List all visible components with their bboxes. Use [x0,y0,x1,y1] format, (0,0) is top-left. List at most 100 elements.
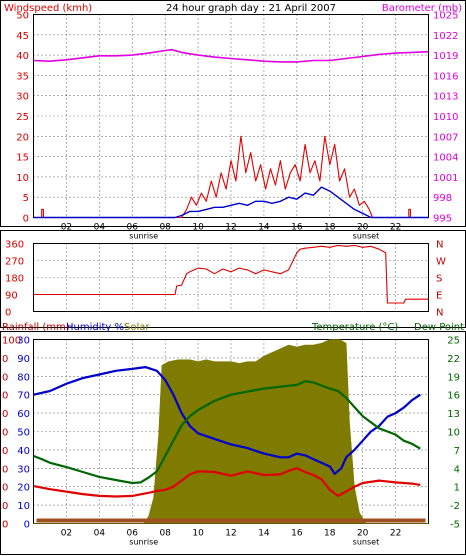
hour-tick-label: 20 [357,223,369,233]
baro-tick-label: 1004 [433,153,458,164]
direction-tick-label: 0 [5,308,11,319]
wind-average-line [33,186,429,219]
rain-tick-label: 0 [2,372,8,383]
compass-label: E [436,291,442,302]
hour-tick-label: 02 [61,223,72,233]
baro-tick-label: 1010 [433,112,458,123]
direction-tick-label: 360 [5,240,24,251]
wind-tick-label: 10 [16,173,29,184]
temperature-tick-label: -5 [450,520,460,531]
baro-tick-label: 1019 [433,51,458,62]
solar-axis-label: Solar [124,322,150,333]
temperature-tick-label: -2 [450,501,460,512]
rain-tick-label: 0 [2,354,8,365]
humidity-tick-label: 30 [17,336,30,347]
hour-tick-label: 16 [291,529,303,539]
top-panel-frame [0,0,466,227]
temperature-tick-label: 13 [447,409,460,420]
dewpoint-axis-label: Dew Point [414,322,464,333]
dewpoint-line [33,467,421,498]
hour-tick-label: 22 [390,223,401,233]
direction-tick-label: 270 [5,257,24,268]
baro-tick-label: 1025 [433,11,458,22]
rain-tick-label: 0 [2,409,8,420]
temperature-tick-label: 19 [447,372,460,383]
temperature-tick-label: 4 [454,464,460,475]
wind-tick-label: 20 [16,132,29,143]
baro-tick-label: 995 [433,214,452,225]
sunset-label: sunset [353,538,380,547]
temperature-tick-label: 22 [447,354,460,365]
baro-tick-label: 1016 [433,71,458,82]
wind-tick-label: 40 [16,51,29,62]
humidity-tick-label: 10 [17,501,30,512]
compass-label: W [436,257,446,268]
temperature-tick-label: 7 [454,446,460,457]
sunset-label: sunset [353,232,380,241]
baro-axis-label: Barometer (mb) [382,3,462,14]
compass-label: S [436,274,442,285]
baro-tick-label: 1022 [433,31,458,42]
rain-tick-label: 0 [2,428,8,439]
tick-labels: 0510152025303540455099599810011004100710… [2,11,460,547]
hour-tick-label: 16 [291,223,303,233]
humidity-tick-label: 80 [17,372,30,383]
humidity-tick-label: 60 [17,409,30,420]
temperature-line [33,380,421,485]
wind-axis-label: Windspeed (kmh) [4,3,92,14]
humidity-tick-label: 30 [17,464,30,475]
hour-tick-label: 20 [357,529,369,539]
baro-tick-label: 1001 [433,173,458,184]
rain-tick-label: 0 [2,520,8,531]
sunrise-label: sunrise [129,538,158,547]
hour-tick-label: 12 [225,223,236,233]
direction-tick-label: 180 [5,274,24,285]
chart-title: 24 hour graph day : 21 April 2007 [166,3,336,14]
temperature-tick-label: 10 [447,428,460,439]
wind-tick-label: 35 [16,71,29,82]
temperature-tick-label: 16 [447,391,460,402]
mid-panel-frame [0,230,466,328]
rain-tick-label: 0 [2,501,8,512]
direction-tick-label: 90 [5,291,18,302]
hour-tick-label: 10 [192,223,204,233]
wind-tick-label: 30 [16,92,29,103]
hour-tick-label: 08 [159,529,171,539]
hour-tick-label: 14 [258,223,270,233]
rain-tick-label: 100 [2,336,21,347]
sunrise-label: sunrise [129,232,158,241]
temperature-axis-label: Temperature (°C) [311,322,398,333]
rain-tick-label: 0 [2,391,8,402]
barometer-line [33,48,429,63]
hour-tick-label: 08 [159,223,171,233]
wind-tick-label: 50 [16,11,29,22]
wind-tick-label: 25 [16,112,29,123]
hour-tick-label: 14 [258,529,270,539]
wind-tick-label: 45 [16,31,29,42]
rainfall-bar [36,518,426,523]
hour-tick-label: 04 [94,529,106,539]
humidity-tick-label: 90 [17,354,30,365]
baro-tick-label: 1007 [433,132,458,143]
hour-tick-label: 18 [324,223,336,233]
hour-tick-label: 06 [127,223,139,233]
hour-tick-label: 22 [390,529,401,539]
wind-tick-label: 0 [23,214,29,225]
temperature-tick-label: 25 [447,336,460,347]
wind-gust-line [41,135,421,219]
mid-plot-area [33,243,429,312]
temperature-tick-label: 1 [454,483,460,494]
hour-tick-label: 06 [127,529,139,539]
wind-tick-label: 15 [16,153,29,164]
hour-tick-label: 04 [94,223,106,233]
humidity-tick-label: 70 [17,391,30,402]
humidity-tick-label: 40 [17,446,30,457]
humidity-axis-label: Humidity % [66,322,124,333]
rain-tick-label: 0 [2,464,8,475]
hour-tick-label: 12 [225,529,236,539]
baro-tick-label: 998 [433,193,452,204]
rain-axis-label: Rainfall (mm) [2,322,70,333]
humidity-tick-label: 50 [17,428,30,439]
